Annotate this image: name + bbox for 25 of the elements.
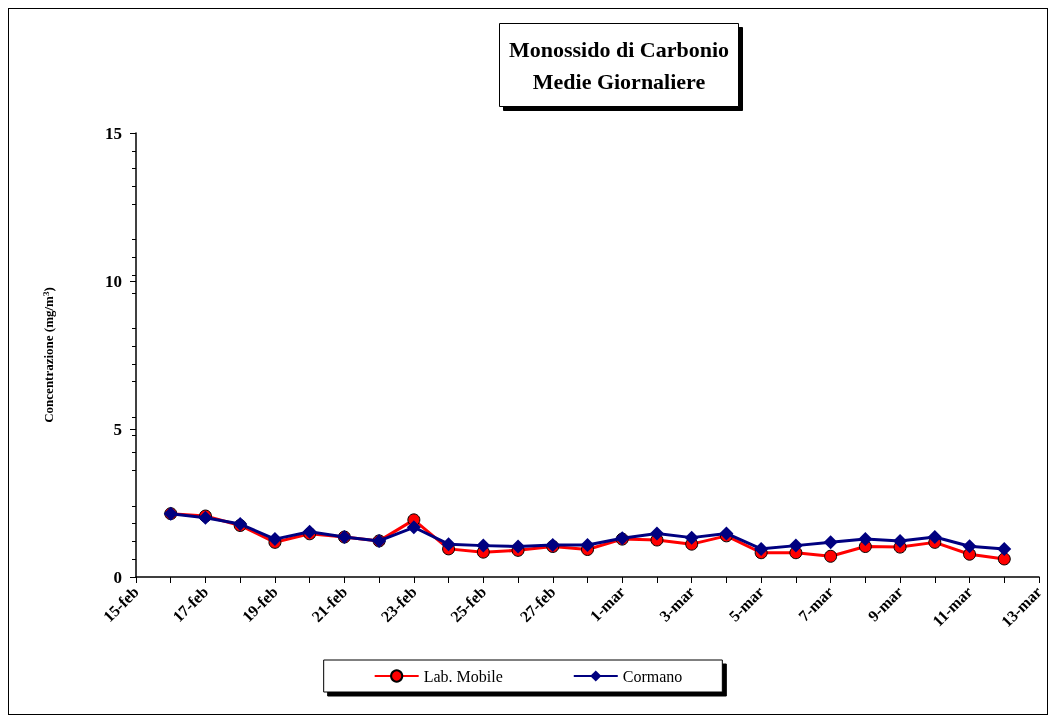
point [927, 530, 942, 545]
point [997, 552, 1011, 566]
point [962, 539, 977, 554]
y-tick-label: 5 [113, 419, 122, 439]
point [824, 549, 838, 563]
point [858, 532, 873, 547]
point [511, 539, 526, 554]
point [580, 538, 595, 553]
legend-label: Cormano [622, 667, 683, 685]
point [788, 538, 803, 553]
y-tick-label: 15 [105, 123, 122, 143]
point [754, 541, 769, 556]
y-tick-label: 10 [105, 271, 122, 291]
legend-label: Lab. Mobile [423, 667, 503, 685]
y-axis-title: Concentrazione (mg/m3) [40, 287, 56, 423]
point [441, 537, 456, 552]
point [893, 533, 908, 548]
point [997, 541, 1012, 556]
point [406, 520, 421, 535]
point [823, 535, 838, 550]
point [476, 538, 491, 553]
point [684, 530, 699, 545]
chart-title: Monossido di Carbonio Medie Giornaliere [508, 36, 730, 94]
y-tick-label: 0 [113, 567, 122, 587]
point [649, 526, 664, 541]
